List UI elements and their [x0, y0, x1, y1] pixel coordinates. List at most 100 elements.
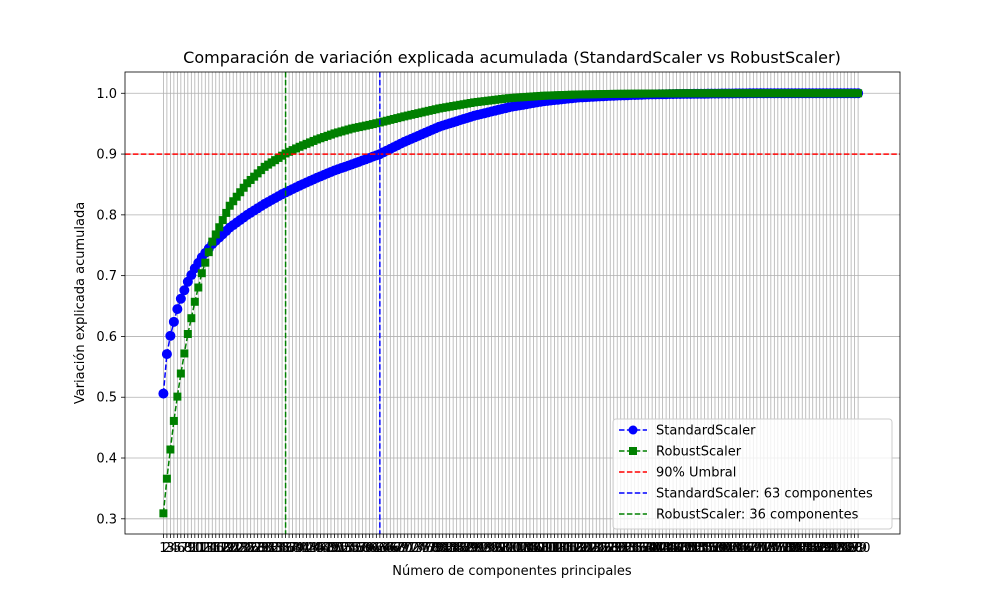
x-tick-label: 167 — [730, 541, 755, 556]
x-tick-label: 187 — [800, 541, 825, 556]
x-tick-label: 23 — [232, 541, 249, 556]
x-tick-label: 114 — [545, 541, 570, 556]
x-tick-label: 166 — [727, 541, 752, 556]
x-tick-label: 99 — [497, 541, 514, 556]
x-tick-label: 171 — [744, 541, 769, 556]
x-tick-label: 16 — [207, 541, 224, 556]
x-tick-label: 3 — [166, 541, 174, 556]
x-tick-label: 46 — [312, 541, 329, 556]
legend-item: StandardScaler: 63 componentes — [619, 487, 873, 502]
x-tick-label: 74 — [410, 541, 427, 556]
x-tick-label: 159 — [703, 541, 728, 556]
x-tick-label: 106 — [518, 541, 543, 556]
x-tick-label: 28 — [249, 541, 266, 556]
y-axis-label: Variación explicada acumulada — [73, 202, 88, 404]
x-tick-label: 104 — [511, 541, 536, 556]
x-tick-label: 188 — [804, 541, 829, 556]
y-tick-label: 0.3 — [96, 512, 117, 527]
data-point — [162, 474, 171, 483]
x-tick-label: 103 — [507, 541, 532, 556]
x-tick-label: 51 — [330, 541, 347, 556]
x-tick-label: 173 — [751, 541, 776, 556]
x-tick-label: 121 — [570, 541, 595, 556]
x-tick-label: 135 — [619, 541, 644, 556]
data-point — [222, 208, 231, 217]
x-tick-label: 149 — [668, 541, 693, 556]
x-tick-label: 60 — [361, 541, 378, 556]
x-tick-label: 7 — [180, 541, 188, 556]
x-tick-label: 182 — [783, 541, 808, 556]
y-tick-label: 0.9 — [96, 148, 117, 163]
x-tick-label: 129 — [598, 541, 623, 556]
x-tick-label: 27 — [246, 541, 263, 556]
data-point — [168, 316, 179, 327]
x-tick-label: 65 — [379, 541, 396, 556]
x-tick-label: 64 — [375, 541, 392, 556]
x-tick-label: 133 — [612, 541, 637, 556]
x-tick-label: 186 — [797, 541, 822, 556]
data-point — [194, 283, 203, 292]
data-point — [218, 216, 227, 225]
x-tick-label: 14 — [201, 541, 218, 556]
x-tick-label: 97 — [490, 541, 507, 556]
x-tick-label: 71 — [399, 541, 416, 556]
chart-title: Comparación de variación explicada acumu… — [183, 48, 841, 67]
x-tick-label: 2 — [163, 541, 171, 556]
data-point — [176, 369, 185, 378]
x-tick-label: 85 — [448, 541, 465, 556]
x-tick-label: 180 — [776, 541, 801, 556]
x-tick-label: 115 — [549, 541, 574, 556]
x-tick-label: 162 — [713, 541, 738, 556]
y-tick-label: 0.8 — [96, 208, 117, 223]
x-tick-label: 122 — [573, 541, 598, 556]
x-tick-label: 98 — [494, 541, 511, 556]
legend-label: StandardScaler — [656, 424, 756, 439]
x-tick-label: 42 — [298, 541, 315, 556]
x-tick-label: 157 — [696, 541, 721, 556]
x-tick-label: 52 — [333, 541, 350, 556]
legend-label: RobustScaler — [656, 445, 742, 460]
x-tick-label: 161 — [710, 541, 735, 556]
x-tick-label: 94 — [480, 541, 497, 556]
legend-box — [612, 418, 893, 530]
x-tick-label: 165 — [724, 541, 749, 556]
x-tick-label: 112 — [538, 541, 563, 556]
data-point — [165, 330, 176, 341]
data-point — [211, 230, 220, 239]
x-tick-label: 34 — [270, 541, 287, 556]
y-tick-label: 1.0 — [96, 87, 117, 102]
x-tick-label: 101 — [500, 541, 525, 556]
x-tick-label: 67 — [386, 541, 403, 556]
x-tick-label: 189 — [807, 541, 832, 556]
x-tick-label: 22 — [228, 541, 245, 556]
x-tick-label: 91 — [469, 541, 486, 556]
x-tick-label: 10 — [187, 541, 204, 556]
legend-item: RobustScaler — [619, 445, 742, 460]
x-tick-label: 19 — [218, 541, 235, 556]
data-point — [225, 201, 234, 210]
x-tick-label: 12 — [194, 541, 211, 556]
x-tick-label: 84 — [445, 541, 462, 556]
x-tick-label: 195 — [828, 541, 853, 556]
x-tick-label: 164 — [720, 541, 745, 556]
legend-marker — [629, 447, 637, 455]
x-tick-label: 181 — [779, 541, 804, 556]
x-tick-label: 1 — [159, 541, 167, 556]
x-tick-label: 68 — [389, 541, 406, 556]
x-tick-label: 90 — [466, 541, 483, 556]
data-point — [179, 285, 190, 296]
x-tick-label: 83 — [441, 541, 458, 556]
x-tick-label: 86 — [452, 541, 469, 556]
data-point — [175, 293, 186, 304]
x-tick-label: 200 — [846, 541, 871, 556]
x-tick-label: 145 — [654, 541, 679, 556]
x-tick-label: 123 — [577, 541, 602, 556]
x-tick-label: 9 — [187, 541, 195, 556]
data-point — [229, 197, 238, 206]
x-tick-label: 176 — [762, 541, 787, 556]
legend: StandardScaler RobustScaler 90% Umbral Stan… — [612, 418, 893, 530]
x-tick-label: 138 — [629, 541, 654, 556]
x-tick-label: 136 — [622, 541, 647, 556]
x-tick-label: 131 — [605, 541, 630, 556]
x-tick-label: 40 — [291, 541, 308, 556]
